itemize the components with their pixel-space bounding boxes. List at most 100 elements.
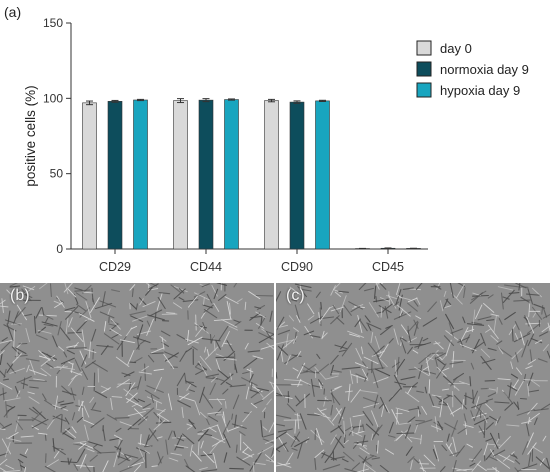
cell-mark [1,337,8,342]
cell-mark [210,376,217,383]
cell-mark [233,319,241,323]
cell-mark [500,292,504,310]
cell-mark [297,285,308,298]
bar-cd90-series-1 [289,101,305,250]
cell-mark [211,284,218,297]
cell-mark [310,429,325,443]
cell-mark [160,330,171,337]
cell-mark [236,456,251,466]
cell-mark [371,433,374,441]
cell-mark [330,425,342,433]
cell-mark [470,362,475,370]
cell-mark [462,316,466,324]
cell-mark [276,392,283,396]
cell-mark [142,301,156,308]
cell-mark [166,312,176,314]
cell-mark [33,315,37,334]
cell-mark [452,350,455,368]
cell-mark [400,376,416,381]
cell-mark [201,283,210,288]
cell-mark [546,457,550,472]
cell-mark [250,315,263,319]
cell-mark [227,325,238,331]
cell-mark [134,408,147,421]
cell-mark [441,354,447,361]
cell-mark [242,371,250,375]
cell-mark [52,404,69,411]
cell-mark [221,330,230,347]
bar-cd44-series-1 [198,99,214,250]
cell-mark [510,373,519,379]
cell-mark [75,292,88,301]
cell-mark [60,357,75,365]
cell-mark [179,350,187,362]
cell-mark [524,315,530,327]
cell-mark [178,395,195,402]
cell-mark [184,372,187,384]
cell-mark [24,448,29,454]
cell-mark [497,286,514,291]
cell-mark [76,303,86,312]
cell-mark [235,444,238,453]
cell-mark [221,415,229,433]
cell-mark [334,436,345,449]
cell-mark [127,410,146,417]
cell-mark [29,386,39,389]
cell-mark [503,391,514,405]
cell-mark [147,314,165,321]
cell-mark [355,347,362,361]
cell-mark [388,421,394,434]
cell-mark [317,407,325,416]
cell-mark [374,368,391,377]
cell-mark [213,302,220,312]
cell-mark [338,290,349,293]
cell-mark [56,295,65,308]
cell-mark [415,283,423,290]
cell-mark [280,350,284,362]
cell-mark [158,292,171,295]
cell-mark [497,346,512,358]
cell-mark [176,437,185,442]
cell-mark [295,393,310,407]
cell-mark [118,447,122,459]
cell-mark [127,350,135,365]
cell-mark [176,372,186,387]
cell-mark [229,372,233,380]
cell-mark [123,453,139,459]
cell-mark [81,368,89,380]
cell-mark [136,344,141,350]
cell-mark [496,416,501,424]
cell-mark [217,424,224,440]
cell-mark [373,394,379,409]
cell-mark [340,341,347,350]
cell-mark [43,323,54,327]
cell-mark [173,430,176,437]
cell-mark [199,355,212,371]
cell-mark [226,340,234,352]
cell-mark [110,397,113,410]
cell-mark [513,299,531,302]
cell-mark [432,448,438,460]
cell-mark [269,447,274,462]
cell-mark [276,339,294,345]
cell-mark [359,447,370,455]
legend-swatch-day-0 [416,40,432,56]
cell-mark [245,386,250,400]
cell-mark [216,283,228,286]
cell-mark [516,409,535,416]
cell-mark [222,411,226,424]
legend-label-day-0: day 0 [440,41,472,56]
cell-mark [348,301,363,310]
cell-mark [496,387,498,394]
cell-mark [92,349,95,360]
cell-mark [15,416,20,432]
cell-mark [528,389,540,393]
cell-mark [513,401,520,410]
cell-mark [465,334,471,343]
cell-mark [498,432,500,440]
cell-mark [37,432,48,435]
cell-mark [72,440,89,444]
cell-mark [129,310,146,316]
cell-mark [1,438,12,455]
cell-mark [66,349,75,355]
